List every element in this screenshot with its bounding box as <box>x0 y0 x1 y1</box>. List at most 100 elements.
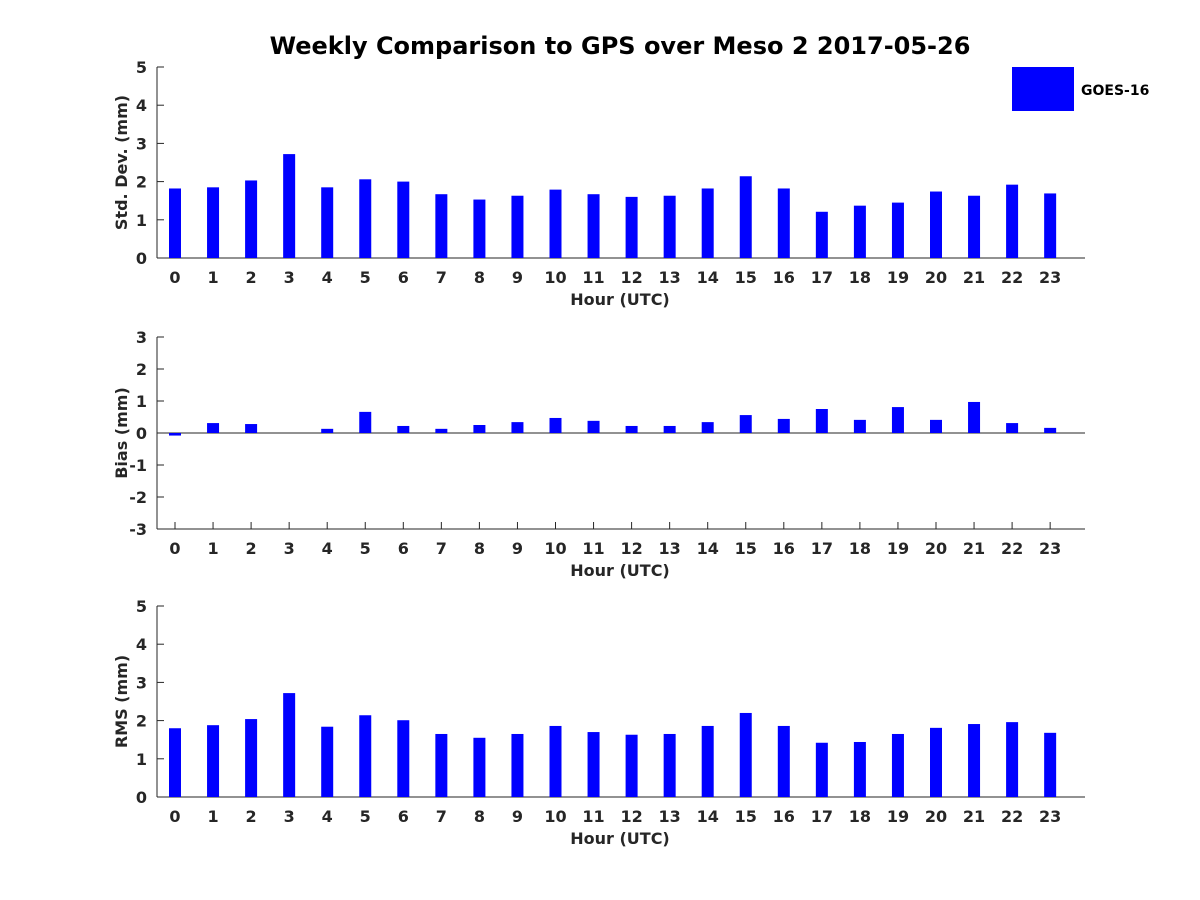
rms-y-tick-label: 3 <box>136 673 147 692</box>
std-dev-x-tick-label: 6 <box>398 268 409 287</box>
rms-bar <box>549 725 562 797</box>
bias-y-axis-label: Bias (mm) <box>112 387 131 479</box>
std-dev-x-tick-label: 7 <box>436 268 447 287</box>
rms-bar <box>511 733 524 797</box>
rms-bar <box>169 728 181 797</box>
rms-x-tick-label: 11 <box>582 807 604 826</box>
rms-x-tick-label: 23 <box>1039 807 1061 826</box>
bias-x-tick-label: 8 <box>474 539 485 558</box>
std-dev-bar <box>930 191 942 258</box>
bias-y-tick-label: 1 <box>136 392 147 411</box>
bias-bar <box>968 401 981 433</box>
std-dev-x-tick-label: 15 <box>735 268 757 287</box>
std-dev-y-tick-label: 4 <box>136 96 147 115</box>
rms-y-tick-label: 5 <box>136 597 147 616</box>
rms-bar <box>777 725 790 797</box>
bias-x-tick-label: 0 <box>169 539 180 558</box>
bias-bar <box>473 425 486 433</box>
std-dev-x-tick-label: 14 <box>697 268 719 287</box>
std-dev-x-tick-label: 2 <box>246 268 257 287</box>
rms-y-axis-label: RMS (mm) <box>112 655 131 748</box>
bias-x-tick-label: 18 <box>849 539 871 558</box>
rms-bar <box>739 712 752 797</box>
std-dev-bar <box>701 188 714 258</box>
legend-label-goes-16: GOES-16 <box>1081 83 1149 99</box>
bias-x-tick-label: 10 <box>544 539 566 558</box>
bias-y-tick-label: -2 <box>129 488 147 507</box>
bias-bar <box>1006 423 1019 433</box>
rms-x-tick-label: 9 <box>512 807 523 826</box>
rms-x-tick-label: 22 <box>1001 807 1023 826</box>
rms-bar <box>587 732 600 797</box>
std-dev-bar <box>853 205 866 258</box>
bias-bar <box>587 420 600 433</box>
bias-bar <box>1044 427 1057 433</box>
std-dev-x-tick-label: 4 <box>322 268 333 287</box>
rms-x-tick-label: 5 <box>360 807 371 826</box>
rms-bar <box>245 719 258 797</box>
rms-bar <box>891 733 904 797</box>
bias-bar <box>739 415 752 433</box>
legend-swatch-goes-16 <box>1012 67 1074 111</box>
rms-bar <box>701 725 714 797</box>
bias-bar <box>511 422 524 433</box>
rms-bar <box>283 693 296 797</box>
rms-bar <box>397 720 410 797</box>
std-dev-x-tick-label: 22 <box>1001 268 1023 287</box>
rms-x-tick-label: 6 <box>398 807 409 826</box>
bias-bar <box>777 418 790 433</box>
bias-x-tick-label: 12 <box>620 539 642 558</box>
std-dev-bar <box>1006 184 1019 258</box>
bias-x-tick-label: 16 <box>773 539 795 558</box>
rms-x-tick-label: 18 <box>849 807 871 826</box>
bias-x-tick-label: 19 <box>887 539 909 558</box>
rms-x-tick-label: 0 <box>169 807 180 826</box>
bias-x-tick-label: 21 <box>963 539 985 558</box>
rms-bar <box>930 727 942 797</box>
std-dev-bar <box>245 180 258 258</box>
bias-bar <box>397 425 410 433</box>
rms-x-tick-label: 1 <box>207 807 218 826</box>
rms-x-tick-label: 15 <box>735 807 757 826</box>
bias-x-tick-label: 2 <box>246 539 257 558</box>
bias-bar <box>321 428 334 433</box>
std-dev-x-tick-label: 21 <box>963 268 985 287</box>
std-dev-bar <box>207 187 220 258</box>
std-dev-bar <box>739 176 752 258</box>
std-dev-bar <box>1044 193 1057 258</box>
bias-y-tick-label: -1 <box>129 456 147 475</box>
std-dev-x-tick-label: 11 <box>582 268 604 287</box>
bias-x-tick-label: 13 <box>659 539 681 558</box>
std-dev-x-tick-label: 13 <box>659 268 681 287</box>
std-dev-x-tick-label: 10 <box>544 268 566 287</box>
rms-y-tick-label: 4 <box>136 635 147 654</box>
std-dev-x-tick-label: 0 <box>169 268 180 287</box>
std-dev-bar <box>359 179 372 258</box>
rms-x-tick-label: 4 <box>322 807 333 826</box>
rms-bar <box>435 733 448 797</box>
bias-y-tick-label: 0 <box>136 424 147 443</box>
std-dev-x-tick-label: 18 <box>849 268 871 287</box>
bias-bar <box>245 424 258 433</box>
bias-bar <box>663 425 676 433</box>
std-dev-x-tick-label: 16 <box>773 268 795 287</box>
bias-bar <box>701 422 714 433</box>
bias-y-tick-label: 2 <box>136 360 147 379</box>
rms-x-tick-label: 10 <box>544 807 566 826</box>
rms-x-axis-label: Hour (UTC) <box>570 829 670 848</box>
std-dev-x-tick-label: 17 <box>811 268 833 287</box>
bias-x-tick-label: 11 <box>582 539 604 558</box>
bias-x-tick-label: 1 <box>207 539 218 558</box>
bias-y-tick-label: -3 <box>129 520 147 539</box>
std-dev-x-tick-label: 19 <box>887 268 909 287</box>
rms-bar <box>968 724 981 797</box>
bias-bar <box>169 433 181 436</box>
std-dev-x-tick-label: 20 <box>925 268 947 287</box>
rms-bar <box>359 715 372 797</box>
bias-x-tick-label: 3 <box>284 539 295 558</box>
rms-x-tick-label: 16 <box>773 807 795 826</box>
rms-y-tick-label: 2 <box>136 712 147 731</box>
